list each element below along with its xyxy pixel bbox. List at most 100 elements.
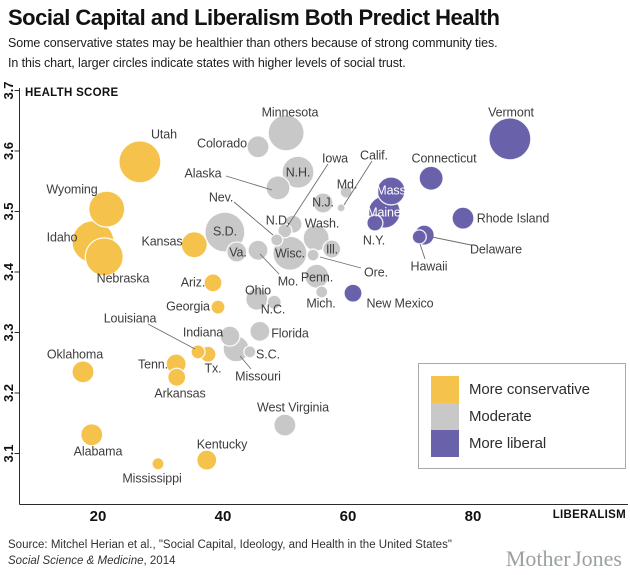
bubble-va bbox=[226, 241, 248, 263]
liberal-swatch bbox=[431, 430, 459, 457]
label-nev: Nev. bbox=[209, 190, 233, 204]
bubble-ore bbox=[306, 248, 320, 262]
x-tick-label: 60 bbox=[340, 508, 357, 525]
bubble-nev bbox=[270, 233, 284, 247]
label-florida: Florida bbox=[271, 326, 309, 340]
leader-line-nev bbox=[233, 201, 274, 236]
bubble-mass bbox=[376, 176, 406, 206]
source-journal: Social Science & Medicine, 2014 bbox=[8, 555, 176, 567]
bubble-n-c bbox=[266, 294, 282, 310]
label-arkansas: Arkansas bbox=[154, 386, 205, 400]
source-citation: Source: Mitchel Herian et al., "Social C… bbox=[8, 539, 452, 551]
legend-label-moderate: Moderate bbox=[469, 408, 532, 425]
legend-box: More conservative Moderate More liberal bbox=[418, 363, 626, 469]
label-mich: Mich. bbox=[306, 296, 335, 310]
bubble-minnesota bbox=[267, 114, 305, 152]
bubble-oklahoma bbox=[71, 360, 95, 384]
bubble-n-j bbox=[312, 192, 334, 214]
label-tenn: Tenn. bbox=[138, 357, 168, 371]
label-missouri: Missouri bbox=[235, 369, 281, 383]
leader-line-louisiana bbox=[147, 323, 196, 350]
legend-label-liberal: More liberal bbox=[469, 435, 547, 452]
label-west-virginia: West Virginia bbox=[257, 400, 329, 414]
label-kentucky: Kentucky bbox=[197, 437, 248, 451]
leader-line-missouri bbox=[239, 355, 252, 370]
y-tick-label: 3.7 bbox=[1, 81, 16, 99]
label-n-c: N.C. bbox=[261, 302, 286, 316]
chart-subtitle-line2: In this chart, larger circles indicate s… bbox=[8, 56, 406, 70]
bubble-rhode-island bbox=[451, 206, 475, 230]
x-tick-label: 40 bbox=[215, 508, 232, 525]
y-tick-label: 3.4 bbox=[1, 262, 16, 281]
label-mass: Mass bbox=[376, 183, 405, 197]
bubble-n-y bbox=[366, 214, 384, 232]
y-tick-label: 3.6 bbox=[1, 142, 16, 160]
bubble-colorado bbox=[246, 135, 270, 159]
bubble-indiana bbox=[219, 325, 241, 347]
label-n-h: N.H. bbox=[286, 165, 311, 179]
bubble-mich bbox=[315, 285, 329, 299]
bubble-connecticut bbox=[418, 165, 444, 191]
label-louisiana: Louisiana bbox=[104, 311, 157, 325]
label-n-j: N.J. bbox=[312, 195, 334, 209]
label-ore: Ore. bbox=[364, 265, 388, 279]
label-mo: Mo. bbox=[278, 274, 299, 288]
bubble-ill bbox=[322, 239, 342, 259]
bubble-calif bbox=[336, 203, 346, 213]
leader-line-calif bbox=[343, 160, 373, 206]
label-idaho: Idaho bbox=[47, 230, 78, 244]
label-mississippi: Mississippi bbox=[122, 471, 181, 485]
label-utah: Utah bbox=[151, 127, 177, 141]
label-ill: Ill. bbox=[326, 242, 338, 256]
bubble-s-c bbox=[243, 345, 257, 359]
label-n-y: N.Y. bbox=[363, 233, 385, 247]
leader-line-alaska bbox=[225, 175, 273, 191]
legend-item-conservative: More conservative bbox=[431, 376, 625, 403]
label-wyoming: Wyoming bbox=[46, 182, 97, 196]
label-rhode-island: Rhode Island bbox=[477, 211, 550, 225]
x-axis-title: LIBERALISM bbox=[553, 509, 626, 521]
label-calif: Calif. bbox=[360, 148, 388, 162]
legend-item-moderate: Moderate bbox=[431, 403, 625, 430]
label-tx: Tx. bbox=[204, 361, 221, 375]
bubble-wyoming bbox=[88, 190, 126, 228]
bubble-kansas bbox=[180, 231, 208, 259]
leader-line-ore bbox=[319, 256, 362, 269]
label-n-d: N.D. bbox=[266, 213, 291, 227]
bubble-florida bbox=[249, 320, 271, 342]
leader-line-mo bbox=[259, 253, 280, 275]
y-axis-title: HEALTH SCORE bbox=[25, 87, 119, 99]
bubble-mo bbox=[247, 239, 269, 261]
legend-label-conservative: More conservative bbox=[469, 381, 590, 398]
label-wash: Wash. bbox=[305, 216, 339, 230]
legend-rows: More conservative Moderate More liberal bbox=[431, 376, 625, 457]
label-kansas: Kansas bbox=[141, 234, 182, 248]
label-maine: Maine bbox=[367, 205, 401, 219]
label-nebraska: Nebraska bbox=[97, 271, 150, 285]
label-alabama: Alabama bbox=[74, 444, 123, 458]
label-minnesota: Minnesota bbox=[262, 105, 319, 119]
label-new-mexico: New Mexico bbox=[366, 296, 433, 310]
label-wisc: Wisc. bbox=[275, 246, 305, 260]
bubble-new-mexico bbox=[343, 283, 363, 303]
chart-subtitle-line1: Some conservative states may be healthie… bbox=[8, 36, 498, 50]
label-colorado: Colorado bbox=[197, 136, 247, 150]
y-tick-label: 3.1 bbox=[1, 444, 16, 462]
bubble-arkansas bbox=[167, 367, 187, 387]
label-ariz: Ariz. bbox=[181, 275, 206, 289]
x-tick-label: 20 bbox=[90, 508, 107, 525]
label-connecticut: Connecticut bbox=[412, 151, 478, 165]
conservative-swatch bbox=[431, 376, 459, 403]
leader-line-iowa bbox=[286, 163, 329, 228]
mother-jones-logo: Mother Jones bbox=[505, 546, 622, 571]
label-alaska: Alaska bbox=[185, 166, 222, 180]
label-delaware: Delaware bbox=[470, 242, 522, 256]
bubble-iowa bbox=[277, 223, 293, 239]
bubble-west-virginia bbox=[273, 413, 297, 437]
legend-item-liberal: More liberal bbox=[431, 430, 625, 457]
label-oklahoma: Oklahoma bbox=[47, 347, 103, 361]
y-tick-label: 3.5 bbox=[1, 202, 16, 220]
y-tick-label: 3.3 bbox=[1, 323, 16, 341]
